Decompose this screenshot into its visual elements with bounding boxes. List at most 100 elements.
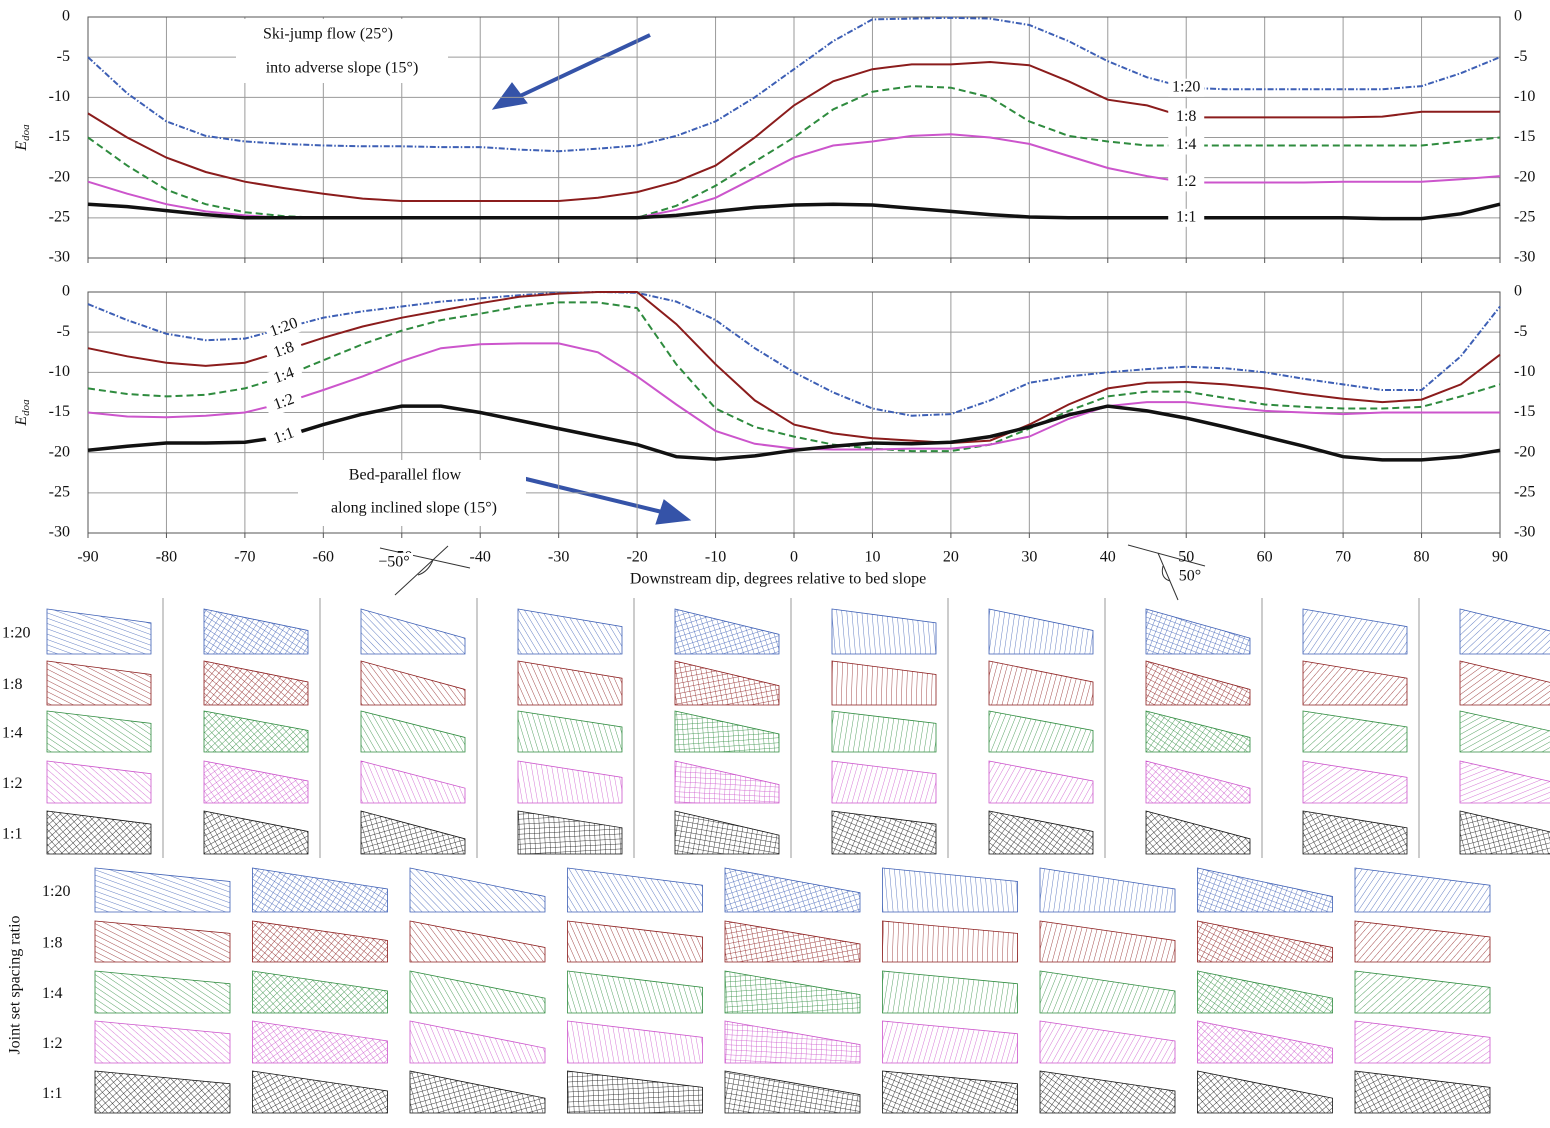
joint-thumbnail (568, 1071, 703, 1113)
y-tick-label: -5 (57, 48, 70, 65)
series-label: 1:20 (268, 315, 301, 341)
series-label: 1:2 (1176, 173, 1196, 190)
x-tick-label: 0 (790, 549, 798, 566)
y-tick-label: -25 (49, 209, 70, 226)
joint-thumbnail (361, 609, 465, 654)
y-tick-label: -10 (1514, 88, 1535, 105)
figure: 00-5-5-10-10-15-15-20-20-25-25-30-30Edoa… (0, 0, 1550, 1128)
joint-thumbnail (1146, 761, 1250, 803)
joint-thumbnail (1355, 971, 1490, 1013)
row-label: 1:20 (42, 883, 70, 900)
annotation: along inclined slope (15°) (331, 500, 497, 517)
joint-thumbnail (989, 761, 1093, 803)
x-tick-label: 40 (1100, 549, 1116, 566)
joint-thumbnail (725, 921, 860, 962)
annotation: −50° (378, 554, 409, 571)
joint-thumbnail (883, 921, 1018, 962)
y-tick-label: -30 (1514, 249, 1535, 266)
x-tick-label: -20 (626, 549, 647, 566)
joint-thumbnail (1198, 921, 1333, 962)
joint-thumbnail (95, 868, 230, 912)
joint-thumbnail (253, 971, 388, 1013)
y-tick-label: -25 (1514, 484, 1535, 501)
joint-thumbnail (410, 971, 545, 1013)
x-tick-label: -70 (234, 549, 255, 566)
joint-thumbnail (47, 811, 151, 854)
joint-thumbnail (675, 609, 779, 654)
x-tick-label: 30 (1021, 549, 1037, 566)
arrow (522, 478, 662, 512)
joint-thumbnail (518, 661, 622, 705)
y-tick-label: -10 (49, 88, 70, 105)
x-axis-label: Downstream dip, degrees relative to bed … (630, 571, 926, 588)
x-tick-label: -10 (705, 549, 726, 566)
arrow (520, 35, 650, 96)
joint-thumbnail (568, 971, 703, 1013)
x-tick-label: -40 (470, 549, 491, 566)
annotation: 50° (1179, 568, 1201, 585)
joint-thumbnail (410, 1071, 545, 1113)
joint-thumbnail (47, 761, 151, 803)
series-label: 1:4 (1176, 136, 1196, 153)
y-tick-label: -5 (57, 323, 70, 340)
series-label: 1:8 (1176, 108, 1196, 125)
joint-thumbnail (989, 661, 1093, 705)
joint-thumbnail (361, 661, 465, 705)
joint-thumbnail (1146, 661, 1250, 705)
joint-thumbnail (1460, 661, 1550, 705)
row-label: 1:2 (42, 1035, 62, 1052)
joint-thumbnail (1355, 1021, 1490, 1063)
joint-thumbnail (1460, 761, 1550, 803)
joint-thumbnail (361, 711, 465, 752)
y-tick-label: -30 (49, 249, 70, 266)
joint-thumbnail (675, 761, 779, 803)
joint-thumbnail (253, 921, 388, 962)
joint-thumbnail (518, 811, 622, 854)
y-tick-label: -20 (49, 168, 70, 185)
chart: 00-5-5-10-10-15-15-20-20-25-25-30-30-90-… (13, 283, 1536, 588)
joint-thumbnail (1040, 1021, 1175, 1063)
joint-thumbnail (253, 868, 388, 912)
joint-thumbnail (518, 761, 622, 803)
joint-thumbnail (204, 661, 308, 705)
joint-thumbnail (1355, 868, 1490, 912)
series-label: 1:1 (1176, 209, 1196, 226)
joint-thumbnail (1303, 761, 1407, 803)
x-tick-label: -60 (313, 549, 334, 566)
annotation: Bed-parallel flow (349, 467, 462, 484)
joint-thumbnail (204, 609, 308, 654)
joint-thumbnail (95, 921, 230, 962)
joint-thumbnail (832, 661, 936, 705)
y-tick-label: 0 (1514, 283, 1522, 300)
joint-thumbnail (832, 609, 936, 654)
annotation: into adverse slope (15°) (266, 60, 419, 77)
x-tick-label: -80 (156, 549, 177, 566)
joint-thumbnail (1040, 868, 1175, 912)
joint-thumbnail (253, 1071, 388, 1113)
joint-thumbnail (361, 811, 465, 854)
row-label: 1:4 (2, 725, 22, 742)
joint-thumbnail (1146, 711, 1250, 752)
joint-thumbnail (1198, 868, 1333, 912)
joint-thumbnail (518, 711, 622, 752)
joint-thumbnail (95, 1071, 230, 1113)
y-tick-label: 0 (1514, 8, 1522, 25)
x-tick-label: -30 (548, 549, 569, 566)
y-tick-label: -25 (1514, 209, 1535, 226)
joint-thumbnail (675, 661, 779, 705)
joint-thumbnail (832, 761, 936, 803)
x-tick-label: 60 (1257, 549, 1273, 566)
y-tick-label: -15 (1514, 128, 1535, 145)
x-tick-label: 50 (1178, 549, 1194, 566)
y-axis-label: Edoa (13, 399, 32, 427)
joint-thumbnail (253, 1021, 388, 1063)
joint-thumbnail (989, 811, 1093, 854)
joint-thumbnail (675, 811, 779, 854)
thumbnails-y-label: Joint set spacing ratio (7, 915, 24, 1054)
joint-thumbnail (883, 1071, 1018, 1113)
joint-thumbnail (410, 1021, 545, 1063)
row-label: 1:8 (42, 935, 62, 952)
row-label: 1:2 (2, 775, 22, 792)
y-tick-label: -10 (49, 363, 70, 380)
